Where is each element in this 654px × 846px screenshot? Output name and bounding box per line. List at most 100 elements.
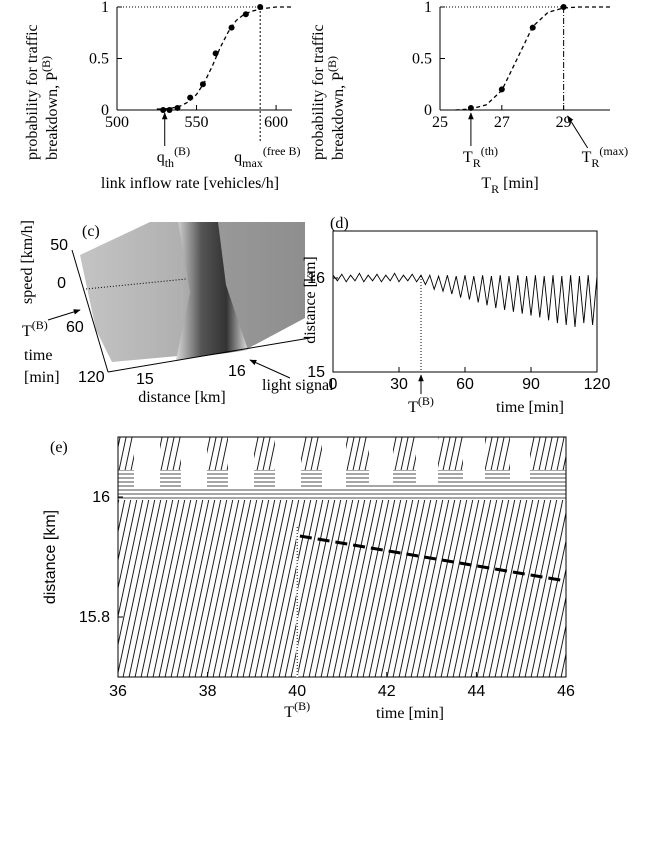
y-tick-label: 15.8 <box>79 609 110 626</box>
x-axis-label-part: R <box>491 182 499 196</box>
y-axis-label-part: (B) <box>39 56 53 72</box>
x-tick-label: 600 <box>264 114 288 131</box>
annotation-part: (th) <box>481 144 498 158</box>
data-point <box>467 104 474 111</box>
x-axis-label: time [min] <box>376 705 444 722</box>
x-axis-label-part: time [min] <box>496 399 564 416</box>
x-tick-label: 42 <box>378 683 396 700</box>
gap <box>134 437 160 489</box>
x-axis-label-part: time [min] <box>376 705 444 722</box>
annotation-part: q <box>234 149 242 166</box>
y-tick-label: 15 <box>307 364 325 381</box>
z-axis-label: speed [km/h] <box>19 220 36 304</box>
annotation-part: R <box>473 156 481 170</box>
y-axis-label: probability for traffic <box>310 24 327 160</box>
y-axis-label: time <box>24 347 52 364</box>
y-tick-label: 0 <box>101 102 109 119</box>
annotation: light signal <box>262 377 334 394</box>
y-tick-label: 1 <box>101 0 109 16</box>
x-tick-label: 0 <box>329 376 338 393</box>
dashed-curve <box>156 6 292 110</box>
x-tick-label: 500 <box>105 114 129 131</box>
y-axis-label-part: breakdown, P <box>44 72 61 160</box>
data-point <box>160 107 167 113</box>
arrow <box>249 359 291 379</box>
annotation: T(B) <box>22 318 48 340</box>
z-tick-label: 0 <box>57 275 66 292</box>
annotation-part: (max) <box>599 144 628 158</box>
annotation-part: th <box>165 156 174 170</box>
y-axis-label-part: distance [km] <box>42 510 59 604</box>
gap <box>181 437 207 489</box>
y-tick-label: 0.5 <box>412 51 432 68</box>
x-tick-label: 90 <box>522 376 540 393</box>
surface-valley <box>176 222 248 360</box>
x-tick-label: 60 <box>456 376 474 393</box>
signal-gaps <box>134 437 530 489</box>
gap <box>510 437 530 479</box>
y-axis-label-part: probability for traffic <box>310 24 327 160</box>
x-tick-label: 25 <box>432 114 448 131</box>
y-axis-label: [min] <box>24 369 60 386</box>
annotation-part: T <box>284 704 294 721</box>
x-axis-label-part: T <box>481 175 491 192</box>
x-tick-label: 40 <box>288 683 306 700</box>
annotation-arrow <box>567 115 589 149</box>
time-axis <box>71 249 109 373</box>
x-tick-label: 27 <box>494 114 510 131</box>
x-tick-label: 120 <box>584 376 611 393</box>
annotation: T(B) <box>408 394 434 416</box>
surface-plot: (c) speed [km/h] 50 0 T(B) 60 time [min]… <box>19 220 334 406</box>
gap <box>322 437 346 487</box>
annotation: T(B) <box>284 699 310 721</box>
gap <box>228 437 254 489</box>
annotation-part: T <box>582 149 592 166</box>
annotation: TR(th) <box>463 144 498 170</box>
x-tick-label: 15 <box>136 371 154 388</box>
dashed-curve <box>299 534 567 583</box>
x-axis-label-part: link inflow rate [vehicles/h] <box>101 175 279 192</box>
distance-axis <box>107 337 311 373</box>
panel-label: (c) <box>82 223 100 240</box>
y-tick-label: 1 <box>424 0 432 16</box>
data-line <box>332 272 598 327</box>
annotation: qth(B) <box>157 144 190 170</box>
x-tick-label: 38 <box>199 683 217 700</box>
y-axis-label: distance [km] <box>302 256 319 344</box>
y-axis-label: breakdown, P(B) <box>39 56 61 160</box>
y-tick-label: 16 <box>307 270 325 287</box>
trajectory-texture <box>118 437 566 677</box>
annotation-part: light signal <box>262 377 334 394</box>
x-tick-label: 46 <box>557 683 575 700</box>
x-tick-label: 29 <box>556 114 572 131</box>
plot-frame <box>332 230 598 373</box>
data-point <box>212 50 219 57</box>
x-axis-label-part: [min] <box>499 175 539 192</box>
y-tick-label: 0.5 <box>89 51 109 68</box>
annotation-part: (B) <box>294 699 310 713</box>
annotation-part: T <box>463 149 473 166</box>
gap <box>463 437 485 481</box>
y-tick-label: 16 <box>92 489 110 506</box>
gap <box>416 437 438 483</box>
panel-label: (d) <box>330 215 349 232</box>
y-axis-label-part: (B) <box>325 56 339 72</box>
dashed-curve <box>455 6 610 111</box>
annotation: qmax(free B) <box>234 144 300 170</box>
annotation-part: T <box>22 323 32 340</box>
annotation-part: (B) <box>174 144 190 158</box>
annotation-part: (B) <box>418 394 434 408</box>
gap <box>369 437 393 485</box>
y-tick-label: 0 <box>424 102 432 119</box>
x-tick-label: 36 <box>109 683 127 700</box>
y-axis-label-part: distance [km] <box>302 256 319 344</box>
x-axis-label: TR [min] <box>481 175 538 196</box>
annotation-part: (B) <box>32 318 48 332</box>
annotation-part: T <box>408 399 418 416</box>
annotation-part: (free B) <box>263 144 301 158</box>
y-axis-label: distance [km] <box>42 510 59 604</box>
y-axis-label: probability for traffic <box>24 24 41 160</box>
y-tick-label: 120 <box>78 369 105 386</box>
annotation-part: max <box>242 156 263 170</box>
